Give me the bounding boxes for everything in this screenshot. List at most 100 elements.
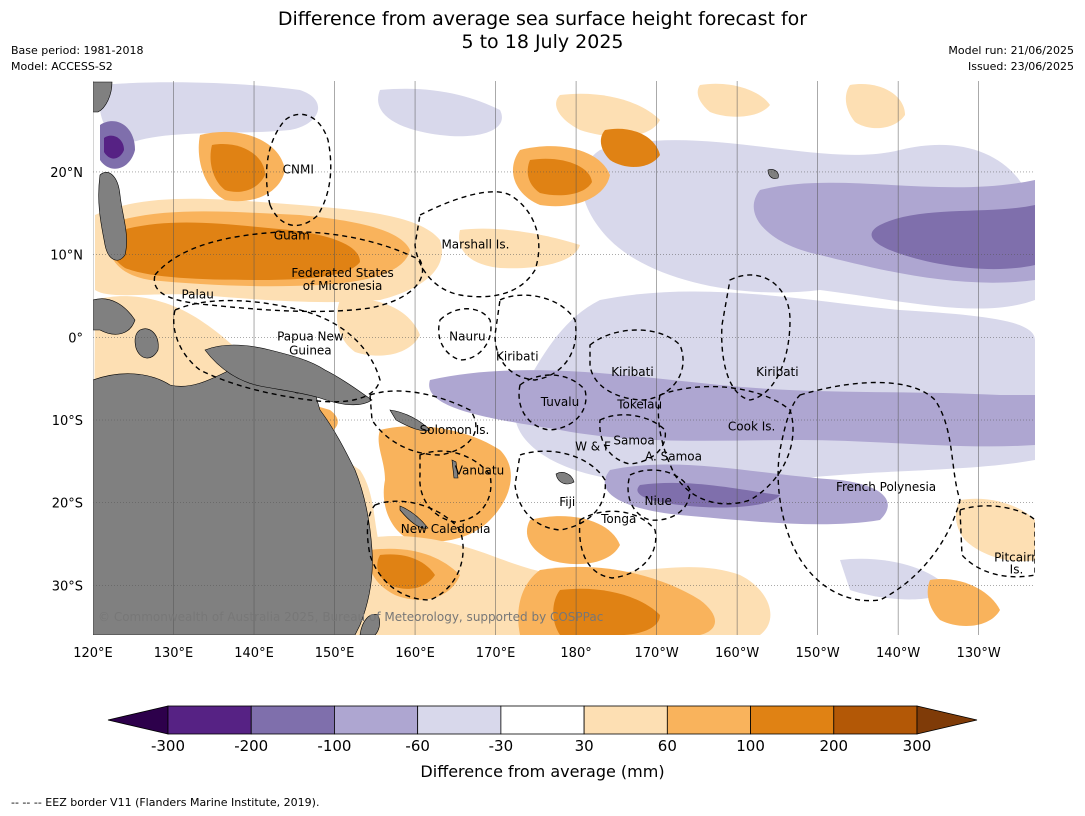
land-north-island [359,614,380,635]
lon-tick-label: 130°E [154,646,194,661]
region-label: Solomon Is. [420,423,490,437]
meta-right: Model run: 21/06/2025 Issued: 23/06/2025 [948,43,1074,75]
region-label: Cook Is. [728,420,775,434]
region-label: Samoa [613,434,654,448]
colorbar-tick-label: -30 [489,737,514,755]
colorbar-segment [417,705,502,735]
eez-french-polynesia [777,381,961,602]
model-run: Model run: 21/06/2025 [948,44,1074,57]
copyright-notice: © Commonwealth of Australia 2025, Bureau… [98,610,603,624]
lon-tick-label: 120°E [73,646,113,661]
colorbar-tick-label: -100 [317,737,351,755]
land-masses [93,81,779,635]
region-label: Marshall Is. [441,238,509,252]
land-vanuatu [451,459,459,479]
title-line-1: Difference from average sea surface heig… [277,8,808,30]
eez-new-caledonia [366,500,464,601]
colorbar-segment [583,705,668,735]
lon-tick-label: 140°W [876,646,920,661]
map-figure: © Commonwealth of Australia 2025, Bureau… [50,81,1039,755]
region-label: Tonga [600,512,636,526]
land-hawaii [767,169,779,179]
lon-tick-label: 150°W [796,646,840,661]
region-label: A. Samoa [645,449,702,463]
region-label: Kiribati [756,365,798,379]
colorbar-title: Difference from average (mm) [420,762,665,781]
region-label: Papua New [277,330,344,344]
map-title: Difference from average sea surface heig… [0,8,1085,54]
colorbar-segment [167,705,252,735]
lon-tick-label: 140°E [234,646,274,661]
colorbar-segment [334,705,419,735]
longitude-labels: 120°E 130°E 140°E 150°E 160°E 170°E 180° 170°W 1… [73,646,1001,661]
lon-tick-label: 160°W [715,646,759,661]
colorbar-tick-label: 100 [736,737,765,755]
colorbar-segment [750,705,835,735]
region-label: Federated States [291,266,393,280]
land-indonesia-north [93,298,136,335]
land-taiwan [93,81,113,113]
land-philippines [98,172,127,261]
colorbar-tick-label: -200 [234,737,268,755]
region-label: Nauru [449,330,485,344]
region-label: Fiji [559,495,575,509]
colorbar-extend-high [916,705,978,735]
region-label: Vanuatu [455,463,505,477]
lon-tick-label: 180° [560,646,591,661]
region-label: W & F [575,439,611,453]
colorbar-tick-label: 60 [658,737,677,755]
eez-cook [657,385,794,505]
eez-cnmi [265,113,332,227]
eez-nauru [438,308,492,361]
model-name: Model: ACCESS-S2 [11,60,113,73]
region-label: Pitcairn [994,550,1039,564]
region-label: of Micronesia [303,279,383,293]
lon-tick-label: 160°E [395,646,435,661]
latitude-labels: 20°N 10°N 0° 10°S 20°S 30°S [50,166,83,594]
eez-borders [153,113,1035,602]
land-fiji [555,472,575,485]
region-label: New Caledonia [401,522,491,536]
colorbar-segment [500,705,585,735]
colorbar-tick-label: 30 [575,737,594,755]
lon-tick-label: 150°E [315,646,355,661]
eez-niue [627,469,691,521]
colorbar-tick-label: 300 [903,737,932,755]
lat-tick-label: 0° [68,331,83,346]
colorbar-segment [833,705,918,735]
colorbar-tick-label: -300 [151,737,185,755]
region-label: Kiribati [611,365,653,379]
eez-solomon [369,390,477,456]
lon-tick-label: 130°W [957,646,1001,661]
meta-left: Base period: 1981-2018 Model: ACCESS-S2 [11,43,143,75]
lon-tick-label: 170°E [476,646,516,661]
eez-samoa [599,414,666,465]
colorbar: -300 -200 -100 -60 -30 30 60 100 200 300 [107,705,978,755]
eez-kiribati-phoenix [589,329,684,401]
base-period: Base period: 1981-2018 [11,44,144,57]
region-label: CNMI [283,162,314,176]
eez-footnote: -- -- -- EEZ border V11 (Flanders Marine… [11,796,320,809]
land-new-guinea [204,344,373,406]
land-solomon [389,409,431,432]
lat-tick-label: 10°N [50,249,83,264]
eez-fiji [514,450,606,531]
lat-tick-label: 30°S [52,579,83,594]
colorbar-segment [250,705,335,735]
land-new-caledonia [399,505,429,529]
colorbar-tick-label: -60 [405,737,430,755]
region-label: French Polynesia [836,480,936,494]
lat-tick-label: 10°S [52,414,83,429]
region-label: Tokelau [616,397,662,411]
region-label: Is. [1010,563,1024,577]
eez-vanuatu [419,450,492,523]
colorbar-segment [666,705,751,735]
eez-tuvalu [518,374,587,431]
title-line-2: 5 to 18 July 2025 [461,31,624,53]
region-label: Kiribati [496,349,538,363]
eez-pitcairn [959,505,1035,578]
colorbar-extend-low [107,705,169,735]
lat-tick-label: 20°N [50,166,83,181]
gridlines [93,81,1035,635]
